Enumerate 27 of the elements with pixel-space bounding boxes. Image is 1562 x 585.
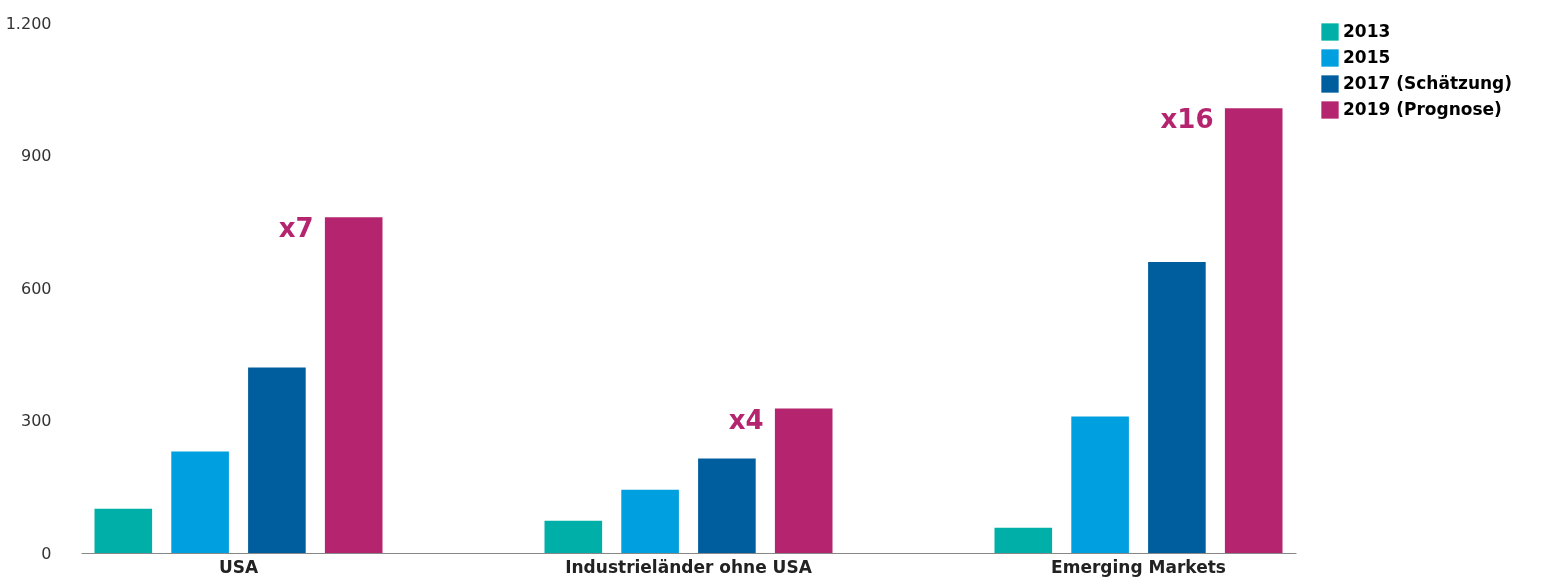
y-tick-label: 0 xyxy=(41,543,52,563)
bar xyxy=(1148,261,1206,553)
bar xyxy=(1224,108,1283,553)
bar xyxy=(171,451,229,553)
annotation: x4 xyxy=(728,404,764,435)
bar xyxy=(248,367,306,553)
annotation: x16 xyxy=(1160,104,1214,135)
bar xyxy=(544,520,603,553)
y-tick-label: 300 xyxy=(20,411,52,430)
legend-label: 2015 xyxy=(1343,47,1391,67)
bar xyxy=(324,217,383,553)
y-tick-label: 1.200 xyxy=(5,13,52,33)
bar xyxy=(994,527,1053,553)
bar xyxy=(774,408,833,553)
y-tick-label: 600 xyxy=(20,278,52,298)
legend-label: 2017 (Schätzung) xyxy=(1343,73,1513,93)
legend-label: 2019 (Prognose) xyxy=(1343,99,1502,119)
bar xyxy=(698,458,756,553)
x-tick-label: USA xyxy=(218,556,259,577)
bar xyxy=(94,508,153,553)
x-tick-label: Industrieländer ohne USA xyxy=(565,556,813,577)
legend-label: 2013 xyxy=(1343,21,1391,41)
bar xyxy=(621,489,679,553)
annotation: x7 xyxy=(278,213,314,244)
y-tick-label: 900 xyxy=(20,146,52,165)
x-tick-label: Emerging Markets xyxy=(1051,556,1226,577)
bar xyxy=(1071,416,1129,553)
